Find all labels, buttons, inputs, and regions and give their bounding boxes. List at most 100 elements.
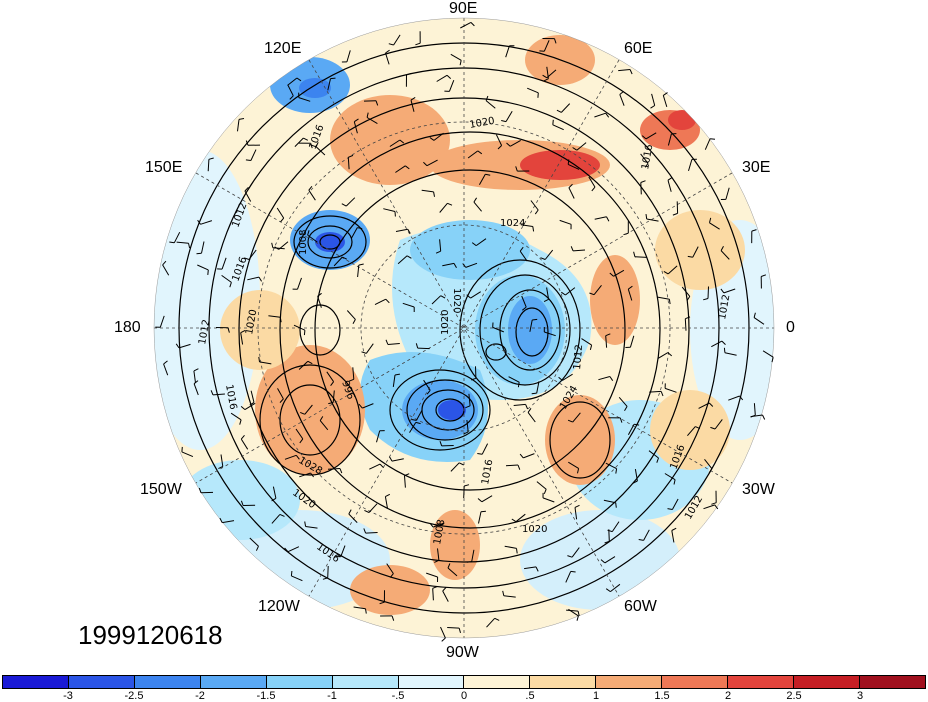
wind-barb (475, 238, 487, 247)
wind-barb (687, 426, 696, 437)
wind-barb-feather (660, 391, 664, 397)
wind-barb (468, 393, 471, 406)
wind-barb-feather (751, 229, 757, 232)
wind-barb (594, 216, 607, 220)
wind-barb-feather (465, 405, 471, 409)
wind-barb-feather (471, 377, 477, 381)
wind-barb-feather (310, 143, 313, 149)
wind-barb (523, 453, 535, 459)
wind-barb-feather (348, 509, 352, 515)
wind-barb-feather (609, 272, 614, 277)
wind-barb (711, 340, 723, 348)
wind-barb (470, 291, 481, 299)
wind-barb-feather (411, 419, 417, 421)
wind-barb-feather (303, 137, 309, 141)
contour-label: 1008 (298, 230, 309, 255)
wind-barb-feather (271, 242, 274, 248)
wind-barb (495, 134, 503, 146)
wind-barb (581, 338, 592, 346)
wind-barb (478, 511, 482, 524)
wind-barb-feather (667, 176, 673, 181)
wind-barb-feather (245, 159, 251, 161)
wind-barb-feather (570, 246, 574, 252)
wind-barb (384, 496, 388, 509)
wind-barb (664, 473, 676, 481)
wind-barb (667, 265, 678, 275)
wind-barb-feather (723, 347, 726, 353)
wind-barb (505, 45, 510, 58)
wind-barb-feather (404, 165, 410, 170)
wind-barb-feather (656, 457, 659, 463)
wind-barb-feather (720, 245, 724, 251)
wind-barb (542, 497, 555, 503)
colorbar-tick-label: 0 (460, 690, 468, 702)
wind-barb-feather (240, 434, 245, 440)
map-boundary (153, 17, 775, 639)
wind-barb-feather (532, 226, 535, 232)
wind-barb (417, 347, 430, 350)
wind-barb-feather (577, 468, 580, 474)
colorbar-cell (728, 676, 795, 688)
lon-label-150w: 150W (140, 481, 182, 498)
wind-barb-feather (600, 559, 606, 564)
wind-barb-feather (464, 484, 470, 487)
contour-label: 1020 (469, 116, 496, 131)
wind-barb (442, 590, 449, 602)
wind-barb-feather (527, 408, 532, 413)
wind-barb-feather (258, 276, 263, 282)
wind-barb (634, 256, 647, 258)
wind-barb-feather (720, 288, 725, 294)
wind-barb-feather (188, 243, 191, 249)
wind-barb (465, 262, 478, 268)
wind-barb (707, 286, 709, 299)
wind-barb-feather (589, 292, 595, 296)
colorbar-tick-label: -2 (195, 690, 205, 702)
wind-barb-feather (315, 142, 319, 148)
wind-barb (603, 499, 616, 504)
wind-barb-feather (244, 257, 250, 260)
wind-barb (410, 99, 415, 112)
wind-barb (447, 627, 460, 629)
wind-barb (546, 287, 550, 300)
lon-label-90e: 90E (449, 0, 478, 17)
wind-barb (439, 202, 448, 213)
wind-barb-feather (632, 480, 638, 484)
wind-barb-feather (459, 60, 462, 66)
wind-barb (249, 537, 259, 547)
contour-label: 1016 (480, 459, 495, 486)
wind-barb (565, 287, 576, 296)
wind-barb (212, 393, 225, 396)
wind-barb-feather (771, 357, 774, 363)
wind-barb-feather (388, 43, 394, 46)
wind-barb-feather (208, 157, 214, 160)
wind-barb (284, 454, 297, 460)
wind-barb (505, 111, 513, 122)
wind-barb (308, 189, 316, 201)
colorbar-cell (134, 676, 201, 688)
wind-barb (463, 485, 465, 499)
wind-barb (327, 565, 329, 578)
wind-barb-feather (708, 468, 713, 474)
contour-label: 1020 (244, 309, 259, 336)
wind-barb-feather (244, 186, 249, 192)
wind-barb (201, 241, 205, 254)
wind-barb (651, 93, 656, 106)
wind-barb-feather (687, 255, 693, 258)
wind-barb-feather (354, 118, 359, 123)
wind-barb-feather (519, 453, 524, 459)
wind-barb-feather (410, 96, 416, 101)
wind-barb-feather (543, 78, 549, 82)
wind-barb-feather (304, 521, 307, 527)
contour-label: 1012 (572, 344, 585, 370)
wind-barb (544, 249, 554, 260)
wind-barb (395, 228, 408, 232)
wind-barb (240, 332, 244, 345)
wind-barb (485, 100, 496, 109)
wind-barb (634, 469, 638, 482)
wind-barb-feather (453, 263, 457, 269)
lon-label-150e: 150E (145, 159, 183, 176)
wind-barb (566, 609, 579, 612)
wind-barb (613, 269, 625, 277)
wind-barb-feather (470, 22, 475, 27)
